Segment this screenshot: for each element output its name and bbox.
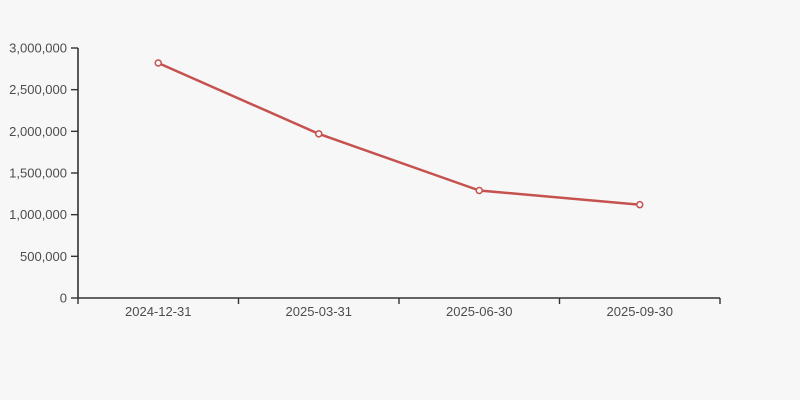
x-axis-tick-label: 2024-12-31 [125,304,192,319]
x-axis-tick-label: 2025-09-30 [607,304,674,319]
y-axis-tick-label: 0 [60,291,67,306]
x-axis-tick-label: 2025-06-30 [446,304,513,319]
y-axis-tick-label: 3,000,000 [9,41,67,56]
data-point-marker [636,200,644,209]
x-axis-tick-label: 2025-03-31 [286,304,353,319]
y-axis-tick-label: 1,000,000 [9,207,67,222]
series-line [157,61,641,206]
data-point-marker [315,130,323,138]
y-axis-tick-label: 500,000 [20,249,67,264]
data-point-marker [475,186,483,195]
y-axis-tick-label: 1,500,000 [9,166,67,181]
y-axis-tick-label: 2,000,000 [9,124,67,139]
data-point-marker [154,59,162,67]
y-axis-tick-label: 2,500,000 [9,82,67,97]
